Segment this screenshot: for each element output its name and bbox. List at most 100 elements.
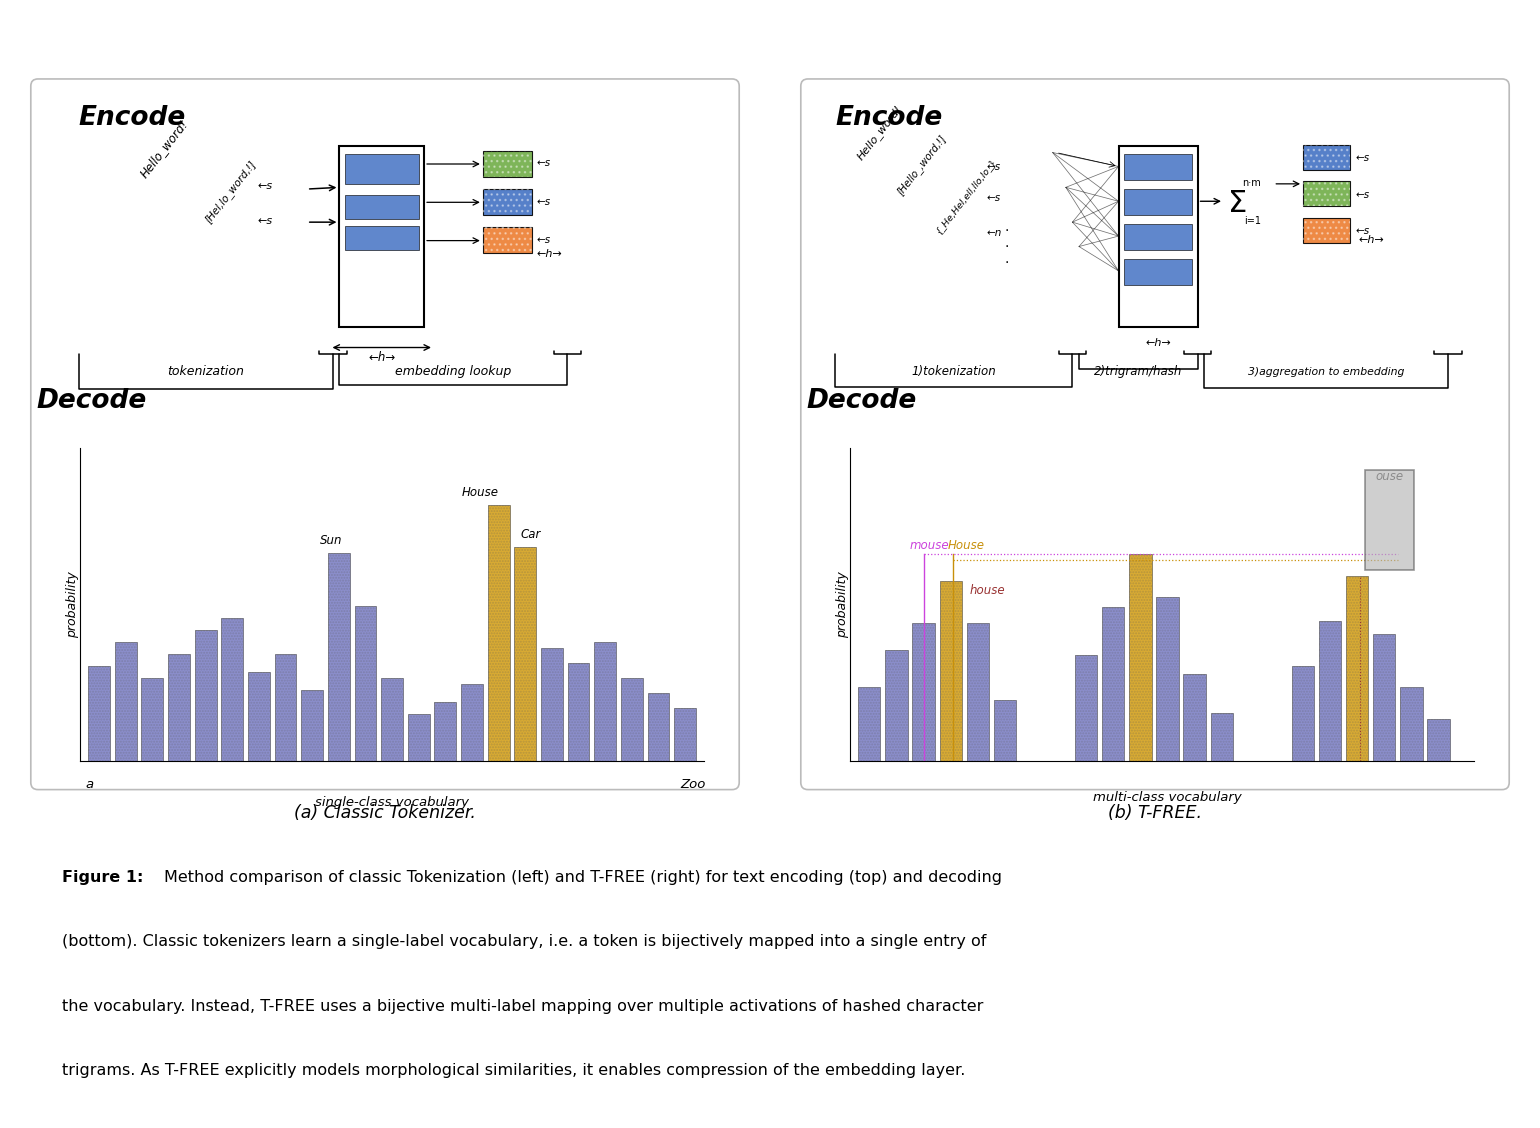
Text: House: House <box>462 486 499 499</box>
Bar <box>354 607 376 761</box>
Text: Sun: Sun <box>320 534 342 547</box>
Bar <box>482 228 531 254</box>
Bar <box>482 190 531 215</box>
Bar <box>142 678 163 761</box>
Bar <box>1210 714 1234 761</box>
Bar <box>1292 666 1314 761</box>
Text: (a) Classic Tokenizer.: (a) Classic Tokenizer. <box>294 804 476 822</box>
Bar <box>382 678 403 761</box>
Text: Decode: Decode <box>37 388 146 414</box>
Text: embedding lookup: embedding lookup <box>396 365 511 378</box>
Bar <box>885 650 907 761</box>
Bar <box>594 642 616 761</box>
Text: ←h→: ←h→ <box>536 249 562 259</box>
Text: Method comparison of classic Tokenization (left) and T-FREE (right) for text enc: Method comparison of classic Tokenizatio… <box>163 870 1001 884</box>
Bar <box>1346 575 1369 761</box>
Bar <box>1303 144 1351 170</box>
Text: ouse: ouse <box>1375 470 1404 483</box>
Bar <box>302 689 323 761</box>
Bar <box>1210 714 1234 761</box>
Bar <box>328 553 350 761</box>
Bar <box>488 505 510 761</box>
Bar <box>302 689 323 761</box>
Text: ←s: ←s <box>536 235 550 245</box>
Bar <box>1129 555 1152 761</box>
Bar <box>116 642 137 761</box>
Text: 2)trigram/hash: 2)trigram/hash <box>1093 365 1183 378</box>
FancyBboxPatch shape <box>801 79 1509 790</box>
Bar <box>1157 597 1178 761</box>
Bar <box>1075 655 1098 761</box>
Text: Encode: Encode <box>79 105 186 131</box>
Text: ←h→: ←h→ <box>1146 337 1170 347</box>
Text: 3)aggregation to embedding: 3)aggregation to embedding <box>1247 368 1404 378</box>
Text: ←s: ←s <box>1355 227 1369 237</box>
Y-axis label: probability: probability <box>836 572 849 638</box>
Bar <box>647 693 670 761</box>
Text: ←s: ←s <box>257 215 273 226</box>
Bar <box>621 678 642 761</box>
Bar <box>345 155 419 184</box>
Text: n·m: n·m <box>1243 177 1261 187</box>
Bar <box>482 190 531 215</box>
Text: ·
·
·: · · · <box>1004 224 1009 271</box>
Bar <box>568 663 590 761</box>
Text: Decode: Decode <box>807 388 916 414</box>
Bar <box>194 631 217 761</box>
Bar <box>116 642 137 761</box>
Bar <box>1124 190 1192 215</box>
Bar <box>913 624 935 761</box>
Bar <box>1303 144 1351 170</box>
Bar <box>274 654 296 761</box>
Bar <box>1428 719 1449 761</box>
Text: ←s: ←s <box>987 162 1001 171</box>
Text: (bottom). Classic tokenizers learn a single-label vocabulary, i.e. a token is bi: (bottom). Classic tokenizers learn a sin… <box>62 934 986 950</box>
Bar <box>1400 687 1423 761</box>
Bar <box>675 707 696 761</box>
Bar <box>248 672 270 761</box>
Bar <box>885 650 907 761</box>
Bar <box>274 654 296 761</box>
Bar <box>1157 597 1178 761</box>
Bar <box>858 687 881 761</box>
Bar <box>482 228 531 254</box>
Bar <box>460 684 484 761</box>
Bar <box>967 624 989 761</box>
Text: tokenization: tokenization <box>168 365 245 378</box>
Bar <box>993 700 1016 761</box>
Bar <box>328 553 350 761</box>
Bar <box>939 581 962 761</box>
Bar <box>939 581 962 761</box>
Bar <box>434 702 456 761</box>
Text: ←s: ←s <box>536 196 550 206</box>
Text: Encode: Encode <box>835 105 942 131</box>
Bar <box>354 607 376 761</box>
Bar <box>382 678 403 761</box>
Bar <box>408 714 430 761</box>
Text: ←n: ←n <box>987 228 1003 238</box>
Text: 1)tokenization: 1)tokenization <box>912 365 996 378</box>
Bar <box>1400 687 1423 761</box>
Bar <box>345 227 419 250</box>
Bar <box>1303 182 1351 206</box>
Text: single-class vocabulary: single-class vocabulary <box>316 796 470 809</box>
Bar <box>168 654 189 761</box>
Bar <box>408 714 430 761</box>
Bar <box>1303 218 1351 243</box>
Text: mouse: mouse <box>910 539 950 553</box>
Text: ←s: ←s <box>1355 153 1369 164</box>
Text: house: house <box>970 584 1006 597</box>
Text: ←s: ←s <box>1355 190 1369 200</box>
Text: ←s: ←s <box>536 158 550 168</box>
FancyBboxPatch shape <box>31 79 739 790</box>
Bar <box>1184 673 1206 761</box>
Text: {_He,Hel,ell,llo,lo_}: {_He,Hel,ell,llo,lo_} <box>935 156 998 235</box>
Bar <box>194 631 217 761</box>
Text: i=1: i=1 <box>1244 215 1261 226</box>
Text: multi-class vocabulary: multi-class vocabulary <box>1093 791 1241 804</box>
Bar <box>482 151 531 177</box>
Bar <box>460 684 484 761</box>
Bar <box>858 687 881 761</box>
Bar <box>248 672 270 761</box>
Bar <box>514 547 536 761</box>
